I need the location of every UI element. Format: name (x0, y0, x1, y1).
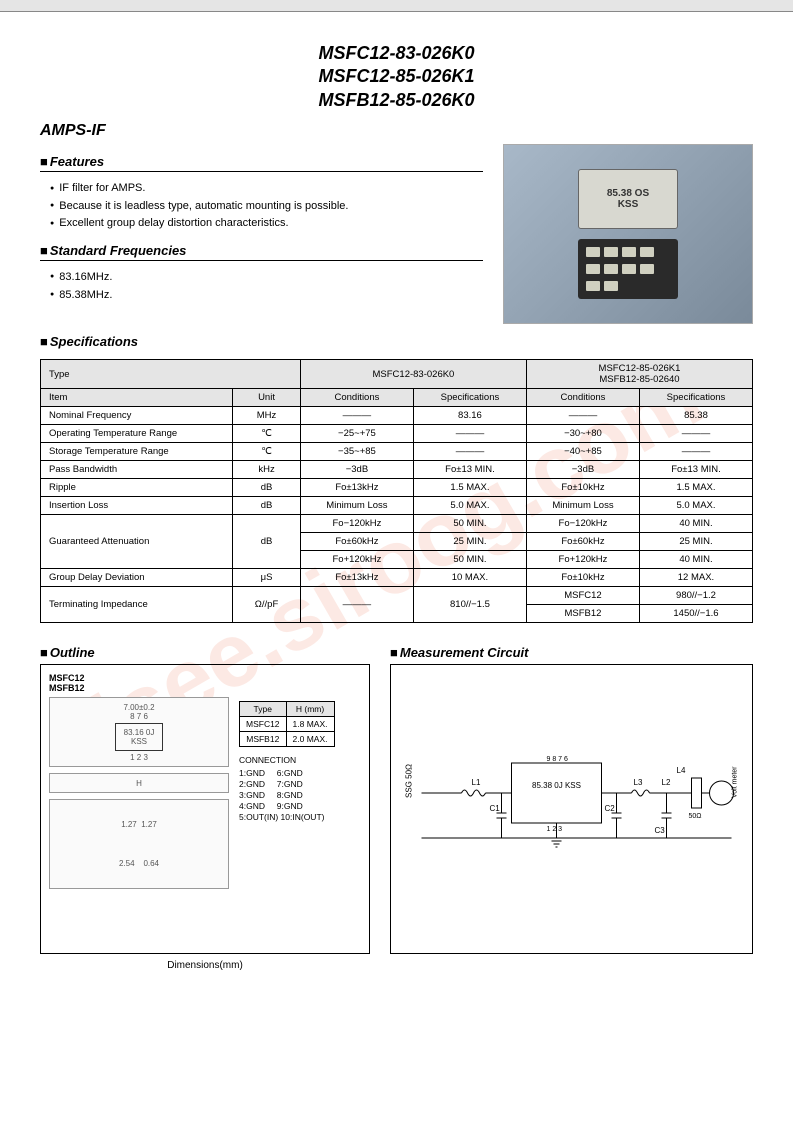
spec-table: Type MSFC12-83-026K0 MSFC12-85-026K1MSFB… (40, 359, 753, 623)
circuit-section: Measurement Circuit (390, 635, 753, 971)
chip-bottom-icon (578, 239, 678, 299)
table-row: Operating Temperature Range℃−25~+75———−3… (41, 425, 753, 443)
part-number-2: MSFC12-85-026K1 (40, 65, 753, 88)
features-list: IF filter for AMPS. Because it is leadle… (40, 180, 483, 233)
part-number-3: MSFB12-85-026K0 (40, 89, 753, 112)
outline-side: TypeH (mm) MSFC121.8 MAX. MSFB122.0 MAX.… (239, 697, 359, 895)
table-row: Storage Temperature Range℃−35~+85———−40~… (41, 443, 753, 461)
type-a: MSFC12-83-026K0 (300, 360, 526, 389)
outline-models: MSFC12 MSFB12 (49, 673, 361, 693)
table-row: Pass BandwidthkHz−3dBFo±13 MIN.−3dBFo±13… (41, 461, 753, 479)
pkg-top-view-icon: 7.00±0.2 8 7 6 83.16 0J KSS 1 2 3 (49, 697, 229, 767)
table-row: Type MSFC12-83-026K0 MSFC12-85-026K1MSFB… (41, 360, 753, 389)
svg-text:1 2 3: 1 2 3 (547, 826, 563, 833)
outline-header: Outline (40, 645, 370, 662)
table-row: Terminating ImpedanceΩ//pF———810//−1.5MS… (41, 587, 753, 605)
intro-left: Features IF filter for AMPS. Because it … (40, 144, 483, 324)
specs-header: Specifications (40, 334, 753, 351)
connection-list: CONNECTION 1:GND 6:GND 2:GND 7:GND 3:GND… (239, 755, 359, 823)
freq-item: 83.16MHz. (50, 269, 483, 287)
feature-item: Because it is leadless type, automatic m… (50, 198, 483, 216)
type-b: MSFC12-85-026K1MSFB12-85-02640 (526, 360, 752, 389)
circuit-header: Measurement Circuit (390, 645, 753, 662)
category-label: AMPS-IF (40, 122, 753, 140)
chip-marking: 85.38 OS KSS (607, 188, 649, 210)
top-bar (0, 0, 793, 12)
features-header: Features (40, 154, 483, 172)
svg-text:L4: L4 (677, 766, 686, 775)
table-row: RippledBFo±13kHz1.5 MAX.Fo±10kHz1.5 MAX. (41, 479, 753, 497)
part-numbers: MSFC12-83-026K0 MSFC12-85-026K1 MSFB12-8… (40, 12, 753, 122)
col-cond: Conditions (300, 389, 413, 407)
svg-text:L3: L3 (634, 778, 643, 787)
circuit-diagram-icon: SSG 50Ω L1 C1 85.38 0J KSS 9 8 7 6 1 2 3… (399, 673, 744, 913)
feature-item: IF filter for AMPS. (50, 180, 483, 198)
outline-section: Outline MSFC12 MSFB12 7.00±0.2 8 7 6 83.… (40, 635, 370, 971)
bottom-row: Outline MSFC12 MSFB12 7.00±0.2 8 7 6 83.… (40, 635, 753, 971)
table-row: Insertion LossdBMinimum Loss5.0 MAX.Mini… (41, 497, 753, 515)
col-cond: Conditions (526, 389, 639, 407)
pkg-side-view-icon: H (49, 773, 229, 793)
chip-pads-icon (586, 247, 670, 291)
col-spec: Specifications (639, 389, 752, 407)
freq-list: 83.16MHz. 85.38MHz. (40, 269, 483, 304)
circuit-box: SSG 50Ω L1 C1 85.38 0J KSS 9 8 7 6 1 2 3… (390, 664, 753, 954)
col-item: Item (41, 389, 233, 407)
col-spec: Specifications (413, 389, 526, 407)
svg-text:L1: L1 (472, 778, 481, 787)
freq-item: 85.38MHz. (50, 287, 483, 305)
svg-text:50Ω: 50Ω (689, 813, 702, 820)
svg-text:C1: C1 (490, 804, 501, 813)
height-table: TypeH (mm) MSFC121.8 MAX. MSFB122.0 MAX. (239, 701, 335, 747)
svg-text:C2: C2 (605, 804, 616, 813)
pkg-footprint-icon: 1.27 1.27 2.54 0.64 (49, 799, 229, 889)
feature-item: Excellent group delay distortion charact… (50, 215, 483, 233)
svg-text:9 8 7 6: 9 8 7 6 (547, 756, 569, 763)
svg-text:L2: L2 (662, 778, 671, 787)
dimensions-note: Dimensions(mm) (40, 960, 370, 971)
table-row: Group Delay DeviationμSFo±13kHz10 MAX.Fo… (41, 569, 753, 587)
svg-text:Volt meter: Volt meter (732, 766, 739, 798)
intro-row: Features IF filter for AMPS. Because it … (40, 144, 753, 324)
stdfreq-header: Standard Frequencies (40, 243, 483, 261)
outline-box: MSFC12 MSFB12 7.00±0.2 8 7 6 83.16 0J KS… (40, 664, 370, 954)
type-label: Type (41, 360, 301, 389)
outline-drawings: 7.00±0.2 8 7 6 83.16 0J KSS 1 2 3 H (49, 697, 229, 895)
page-content: MSFC12-83-026K0 MSFC12-85-026K1 MSFB12-8… (0, 12, 793, 971)
ssg-label: SSG 50Ω (405, 764, 414, 798)
part-number-1: MSFC12-83-026K0 (40, 42, 753, 65)
table-row: Guaranteed AttenuationdBFo−120kHz50 MIN.… (41, 515, 753, 533)
chip-top-icon: 85.38 OS KSS (578, 169, 678, 229)
svg-text:85.38 0J KSS: 85.38 0J KSS (532, 781, 581, 790)
svg-text:C3: C3 (655, 826, 666, 835)
table-row: Nominal FrequencyMHz———83.16———85.38 (41, 407, 753, 425)
product-image: 85.38 OS KSS (503, 144, 753, 324)
col-unit: Unit (233, 389, 301, 407)
table-row: Item Unit Conditions Specifications Cond… (41, 389, 753, 407)
